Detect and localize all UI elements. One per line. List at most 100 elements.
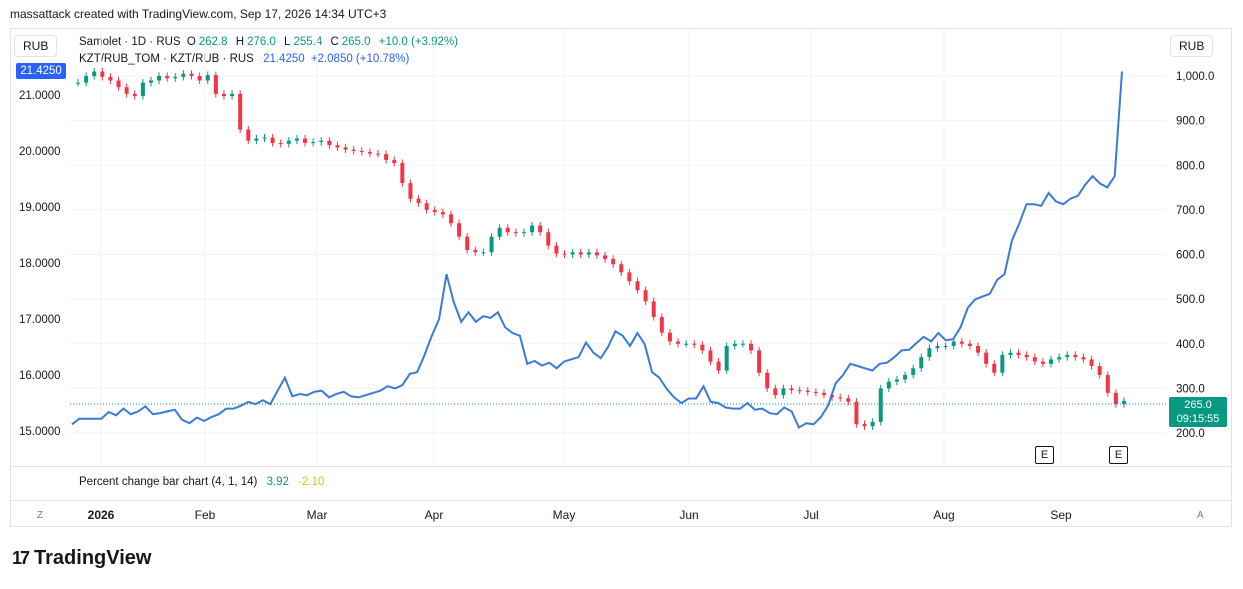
x-axis-tick-5: Jun xyxy=(679,508,698,522)
candle-body-88 xyxy=(789,388,794,391)
right-axis-tick-4: 600.0 xyxy=(1176,250,1205,262)
candle-body-90 xyxy=(805,390,810,392)
auto-scale-left-button[interactable]: Z xyxy=(37,510,44,521)
candle-body-51 xyxy=(489,236,494,253)
x-axis-tick-7: Aug xyxy=(933,508,954,522)
right-axis-ticks: 1,000.0 900.0 800.0 700.0 600.0 500.0 400.0 300… xyxy=(1176,71,1214,440)
candle-body-22 xyxy=(254,138,259,141)
candle-body-30 xyxy=(319,140,324,143)
candle-body-19 xyxy=(230,93,235,97)
candle-body-104 xyxy=(919,357,924,369)
x-axis-tick-2: Mar xyxy=(307,508,328,522)
candle-body-76 xyxy=(692,343,697,345)
candle-body-56 xyxy=(530,225,535,233)
candle-body-40 xyxy=(400,163,405,184)
candle-body-84 xyxy=(757,350,762,373)
candle-body-66 xyxy=(611,258,616,265)
candle-body-64 xyxy=(594,252,599,256)
candle-body-86 xyxy=(773,388,778,396)
candle-body-7 xyxy=(132,93,137,97)
earnings-marker-2[interactable]: E xyxy=(1109,446,1128,464)
candle-body-3 xyxy=(100,71,105,77)
candle-body-8 xyxy=(140,82,145,97)
candle-body-13 xyxy=(181,73,186,77)
close-value: 265.0 xyxy=(341,36,371,48)
candle-body-9 xyxy=(148,80,153,83)
right-axis-tick-7: 300.0 xyxy=(1176,383,1205,395)
candle-body-37 xyxy=(376,153,381,155)
indicator-value-1: 3.92 xyxy=(266,476,289,488)
samolet-candles xyxy=(76,67,1126,430)
candle-body-4 xyxy=(108,76,113,81)
candle-body-99 xyxy=(878,388,883,422)
candle-body-108 xyxy=(951,341,956,346)
candle-body-118 xyxy=(1032,357,1037,362)
candle-body-129 xyxy=(1122,400,1126,404)
candle-body-60 xyxy=(562,253,567,255)
candle-body-92 xyxy=(821,392,826,396)
candle-body-62 xyxy=(578,252,583,255)
candle-body-5 xyxy=(116,80,121,88)
candle-body-15 xyxy=(197,76,202,81)
chart-header: massattack created with TradingView.com,… xyxy=(10,7,387,21)
candle-body-31 xyxy=(327,140,332,146)
candle-body-45 xyxy=(440,212,445,215)
auto-scale-right-button[interactable]: A xyxy=(1197,510,1204,521)
candle-body-27 xyxy=(294,138,299,141)
main-series-legend[interactable]: Samolet · 1D · RUS O 262.8 H 276.0 L 255.4 … xyxy=(79,36,461,48)
candle-body-75 xyxy=(684,343,689,345)
candle-body-54 xyxy=(513,232,518,234)
candle-body-71 xyxy=(651,301,656,317)
left-axis-tick-5: 16.0000 xyxy=(19,370,61,382)
candle-body-6 xyxy=(124,87,129,94)
candle-body-89 xyxy=(797,390,802,392)
candle-body-47 xyxy=(457,223,462,237)
high-label: H xyxy=(235,36,245,48)
candle-body-32 xyxy=(335,145,340,148)
candle-body-123 xyxy=(1073,354,1078,358)
candle-body-16 xyxy=(205,75,210,81)
candle-body-72 xyxy=(659,316,664,333)
candle-body-103 xyxy=(911,368,916,375)
kzt-rub-line xyxy=(71,71,1123,430)
x-axis-tick-1: Feb xyxy=(195,508,216,522)
candle-body-114 xyxy=(1000,354,1005,373)
indicator-legend[interactable]: Percent change bar chart (4, 1, 14) 3.92… xyxy=(79,476,327,488)
compare-value: 21.4250 xyxy=(263,53,305,65)
left-axis-tick-4: 17.0000 xyxy=(19,314,61,326)
candle-body-52 xyxy=(497,227,502,237)
low-label: L xyxy=(284,36,291,48)
candle-body-111 xyxy=(976,345,981,353)
open-value: 262.8 xyxy=(198,36,228,48)
candle-body-74 xyxy=(676,341,681,344)
candle-body-21 xyxy=(246,129,251,141)
candle-body-70 xyxy=(643,290,648,302)
low-value: 255.4 xyxy=(293,36,323,48)
compare-series-legend[interactable]: KZT/RUB_TOM · KZT/RUB · RUS 21.4250 +2.0… xyxy=(79,53,412,65)
candle-body-0 xyxy=(76,82,80,84)
candle-body-26 xyxy=(286,140,291,144)
candle-body-69 xyxy=(635,281,640,291)
left-axis-ticks: 21.0000 20.0000 19.0000 18.0000 17.0000 16.00… xyxy=(19,90,61,438)
candle-body-125 xyxy=(1089,359,1094,367)
tradingview-logo-icon: 17 xyxy=(12,548,30,568)
left-currency-badge[interactable]: RUB xyxy=(14,35,58,57)
candle-body-59 xyxy=(554,245,559,254)
x-axis-tick-4: May xyxy=(553,508,576,522)
high-value: 276.0 xyxy=(247,36,276,48)
right-currency-badge[interactable]: RUB xyxy=(1170,35,1214,57)
indicator-separator xyxy=(10,466,1232,467)
candle-body-20 xyxy=(238,93,243,130)
close-label: C xyxy=(330,36,339,48)
candle-body-53 xyxy=(505,227,510,233)
candle-body-105 xyxy=(927,348,932,358)
earnings-marker-1[interactable]: E xyxy=(1035,446,1054,464)
left-axis-tick-1: 20.0000 xyxy=(19,146,61,158)
candle-body-38 xyxy=(384,154,389,160)
candle-body-80 xyxy=(724,345,729,371)
candle-body-127 xyxy=(1105,374,1110,393)
candle-body-41 xyxy=(408,183,413,199)
candle-body-28 xyxy=(303,138,308,143)
candle-body-2 xyxy=(92,71,97,76)
